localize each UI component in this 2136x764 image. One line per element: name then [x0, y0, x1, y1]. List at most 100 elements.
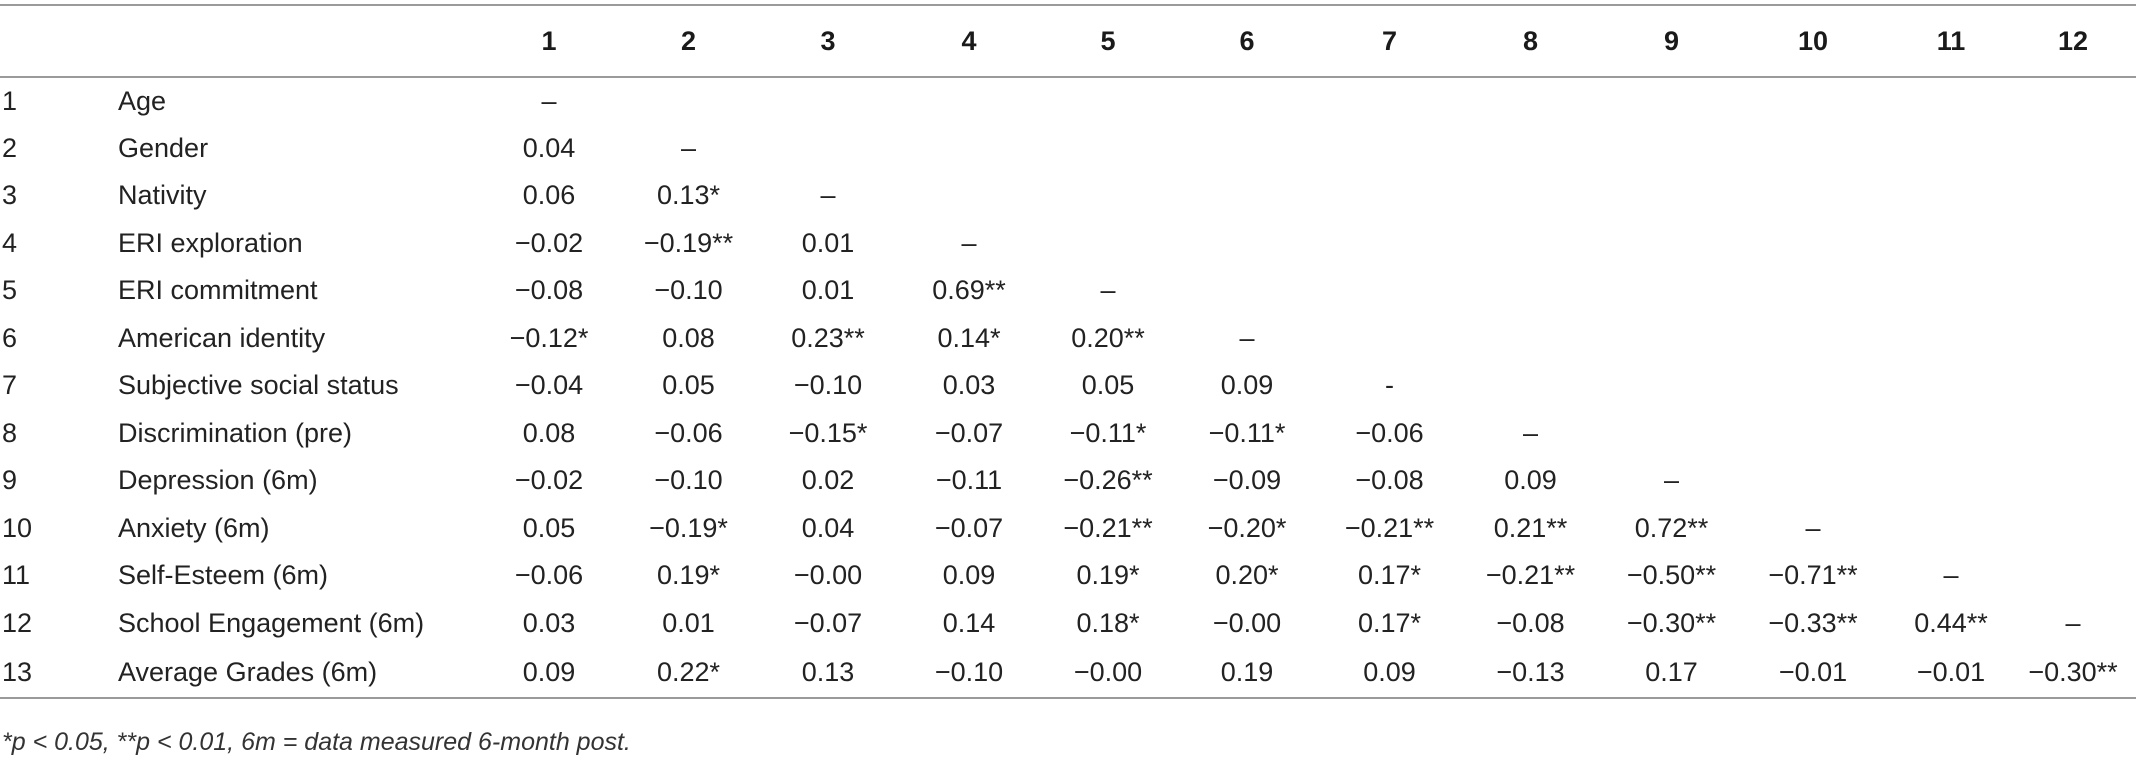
column-header: 9 — [1609, 4, 1734, 78]
correlation-cell: −0.01 — [1734, 647, 1892, 699]
correlation-cell: 0.23** — [791, 322, 865, 353]
correlation-cell: 0.09 — [1220, 370, 1274, 401]
correlation-cell: −0.07 — [934, 512, 1004, 543]
column-header: 1 — [488, 4, 610, 78]
correlation-cell: – — [2065, 607, 2081, 638]
correlation-cell — [1892, 172, 2010, 220]
row-variable-label: ERI exploration — [118, 227, 303, 258]
correlation-cell: 0.19* — [656, 560, 721, 591]
correlation-cell: −0.00 — [1049, 647, 1167, 699]
correlation-cell — [2010, 362, 2136, 410]
correlation-cell — [1167, 77, 1327, 125]
row-variable-label: Discrimination (pre) — [118, 417, 353, 448]
correlation-cell: −0.30** — [1626, 607, 1717, 638]
column-header: 2 — [610, 4, 767, 78]
correlation-cell: −0.09 — [1212, 465, 1282, 496]
row-number: 12 — [2, 607, 33, 638]
row-variable-label: Average Grades (6m) — [118, 647, 488, 699]
table-row: 5 ERI commitment −0.08 −0.10 0.01 0.69** – — [0, 267, 2136, 315]
correlation-cell: 0.14 — [942, 607, 996, 638]
correlation-cell — [1327, 267, 1452, 315]
row-variable-label: Subjective social status — [118, 370, 399, 401]
correlation-cell: 0.13 — [767, 647, 889, 699]
row-variable-label: Nativity — [118, 180, 207, 211]
correlation-cell — [1892, 267, 2010, 315]
correlation-cell — [1892, 315, 2010, 363]
correlation-cell: 0.09 — [488, 647, 610, 699]
correlation-cell: 0.05 — [662, 370, 715, 401]
correlation-cell — [1167, 172, 1327, 220]
row-variable-label: Self-Esteem (6m) — [118, 560, 329, 591]
correlation-cell: 0.09 — [1327, 647, 1452, 699]
correlation-cell — [1892, 125, 2010, 173]
table-row: 11 Self-Esteem (6m) −0.06 0.19* −0.00 0.09 0.1… — [0, 552, 2136, 600]
table-row: 6 American identity −0.12* 0.08 0.23** 0.14* 0… — [0, 315, 2136, 363]
correlation-cell: −0.04 — [514, 370, 584, 401]
row-number: 5 — [2, 275, 18, 306]
correlation-cell: −0.01 — [1892, 647, 2010, 699]
correlation-cell: −0.15* — [788, 417, 868, 448]
correlation-cell: −0.00 — [1212, 607, 1282, 638]
correlation-cell: −0.33** — [1768, 607, 1858, 638]
table-row: 10 Anxiety (6m) 0.05 −0.19* 0.04 −0.07 −0.21**… — [0, 505, 2136, 553]
correlation-cell — [1452, 267, 1609, 315]
correlation-cell: −0.50** — [1626, 560, 1717, 591]
correlation-cell — [1609, 220, 1734, 268]
correlation-cell: 0.44** — [1914, 607, 1988, 638]
correlation-cell — [1892, 77, 2010, 125]
correlation-cell — [1327, 125, 1452, 173]
correlation-cell — [1049, 172, 1167, 220]
correlation-cell: 0.14* — [937, 322, 1001, 353]
correlation-cell: −0.10 — [654, 275, 723, 306]
correlation-cell — [889, 125, 1049, 173]
correlation-cell: – — [1100, 275, 1116, 306]
correlation-cell — [1609, 125, 1734, 173]
correlation-cell: 0.08 — [662, 322, 715, 353]
row-number: 13 — [0, 647, 118, 699]
row-variable-label: Age — [118, 85, 167, 116]
correlation-cell — [1049, 220, 1167, 268]
header-row: 1 2 3 4 5 6 7 8 9 10 11 12 — [0, 4, 2136, 78]
correlation-cell — [1609, 410, 1734, 458]
correlation-cell — [1452, 315, 1609, 363]
column-header: 11 — [1892, 4, 2010, 78]
correlation-cell — [1892, 457, 2010, 505]
correlation-cell: 0.04 — [801, 512, 855, 543]
correlation-cell — [1609, 77, 1734, 125]
correlation-cell: – — [1943, 560, 1959, 591]
table-row: 12 School Engagement (6m) 0.03 0.01 −0.07 0.1… — [0, 600, 2136, 648]
correlation-cell: 0.72** — [1634, 512, 1709, 543]
row-number: 1 — [2, 85, 18, 116]
table-row: 1 Age – — [0, 77, 2136, 125]
correlation-cell: −0.11* — [1208, 417, 1286, 448]
correlation-cell: −0.21** — [1485, 560, 1576, 591]
correlation-cell: 0.08 — [522, 417, 576, 448]
correlation-cell: −0.10 — [889, 647, 1049, 699]
correlation-cell — [1327, 315, 1452, 363]
correlation-table: 1 2 3 4 5 6 7 8 9 10 11 12 1 Age –2 Gender 0.04–3 Nativi… — [0, 4, 2136, 699]
row-number: 11 — [2, 560, 31, 591]
correlation-cell — [1049, 125, 1167, 173]
correlation-cell — [767, 125, 889, 173]
correlation-cell: −0.06 — [1355, 417, 1424, 448]
row-number: 8 — [2, 417, 18, 448]
row-number: 9 — [2, 465, 18, 496]
correlation-cell: 0.01 — [801, 275, 855, 306]
column-header: 12 — [2010, 4, 2136, 78]
correlation-cell — [1452, 220, 1609, 268]
row-variable-label: American identity — [118, 322, 326, 353]
correlation-cell: 0.02 — [801, 465, 855, 496]
correlation-cell: 0.22* — [610, 647, 767, 699]
correlation-cell: −0.19** — [643, 227, 734, 258]
correlation-cell — [1734, 315, 1892, 363]
correlation-cell: −0.08 — [1355, 465, 1424, 496]
correlation-cell — [1734, 172, 1892, 220]
correlation-cell: −0.07 — [793, 607, 863, 638]
row-number: 7 — [2, 370, 18, 401]
correlation-cell — [1734, 410, 1892, 458]
correlation-cell — [1452, 172, 1609, 220]
correlation-cell — [2010, 77, 2136, 125]
correlation-cell — [1734, 362, 1892, 410]
correlation-cell — [1734, 457, 1892, 505]
correlation-cell — [1892, 505, 2010, 553]
